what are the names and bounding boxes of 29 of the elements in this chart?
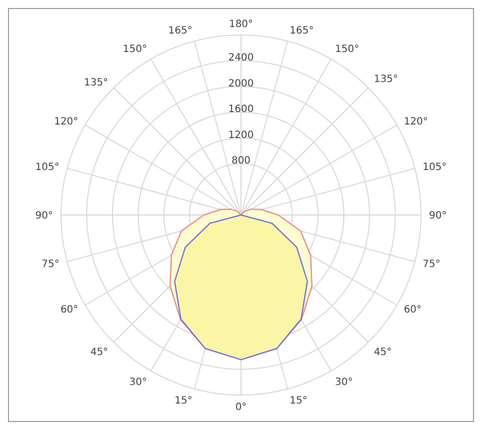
spoke-label: 45° — [374, 347, 392, 358]
y-tick-label: 2400 — [228, 52, 254, 64]
spoke-label: 45° — [90, 347, 108, 358]
spoke-label: 30° — [335, 376, 353, 388]
spoke-label: 0° — [235, 402, 247, 414]
spoke-label: 135° — [374, 74, 398, 86]
spoke-label: 135° — [84, 78, 108, 89]
spoke-label: 105° — [35, 162, 60, 173]
spoke-label: 30° — [129, 376, 147, 388]
spoke-label: 165° — [290, 25, 314, 36]
y-tick-label: 2000 — [228, 78, 254, 90]
spoke-label: 180° — [228, 19, 254, 30]
spoke-label: 60° — [60, 304, 78, 316]
spoke-label: 15° — [290, 396, 308, 407]
spoke-label: 150° — [122, 44, 147, 56]
spoke-label: 75° — [42, 259, 60, 270]
y-tick-label: 1600 — [228, 104, 254, 116]
y-tick-label: 800 — [231, 156, 251, 167]
spoke-label: 105° — [422, 162, 447, 173]
y-tick-label: 1200 — [228, 130, 254, 141]
spoke-label: 90° — [35, 210, 53, 222]
spoke-label: 150° — [335, 44, 360, 56]
spoke-label: 120° — [54, 116, 78, 128]
spoke-label: 75° — [422, 259, 440, 270]
spoke-label: 60° — [404, 304, 422, 316]
spoke-label: 165° — [168, 25, 192, 36]
spoke-label: 15° — [174, 396, 192, 407]
spoke-label: 120° — [404, 116, 428, 128]
spoke-label: 90° — [429, 210, 447, 222]
